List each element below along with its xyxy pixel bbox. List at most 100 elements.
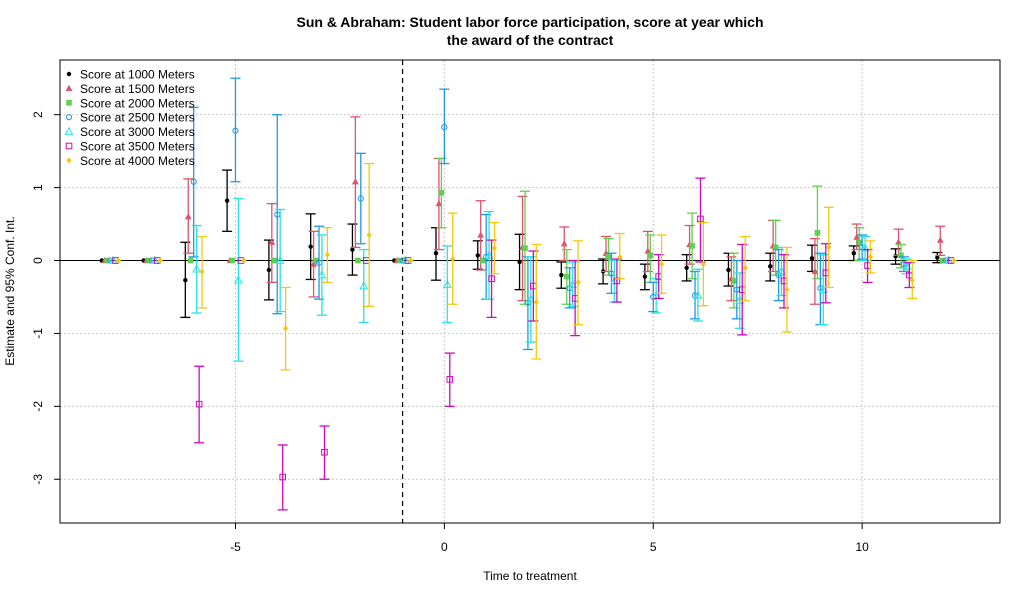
y-tick-label: -1 [31,328,45,339]
data-point [605,254,612,260]
plot-frame [59,59,1001,524]
x-tick-label: -5 [230,540,241,554]
data-point [617,253,623,260]
data-point [517,259,522,265]
data-point [559,272,564,278]
data-point [310,260,317,267]
data-point [241,257,247,264]
x-tick-label: 0 [441,540,448,554]
data-point [951,257,957,264]
series-2 [101,116,946,305]
data-point [642,274,648,279]
data-point [814,230,821,236]
data-point [647,252,654,259]
data-point [435,200,443,207]
y-tick-label: -3 [31,474,45,485]
legend-marker [65,114,73,121]
data-point [522,245,528,251]
data-point [438,189,445,196]
data-point [317,270,327,279]
data-point [157,257,163,264]
data-point [475,253,480,258]
y-axis: -3 -2 -1 0 1 2 [31,111,60,485]
series-3 [104,157,946,309]
data-point [893,253,898,259]
data-point [488,275,495,283]
data-point [684,265,689,271]
data-point [777,266,786,275]
legend-label: Score at 3000 Meters [80,125,195,139]
data-point [324,251,330,258]
data-point [811,267,819,275]
y-tick-label: 2 [31,111,45,118]
series-4 [107,77,949,351]
x-axis-label: Time to treatment [483,569,577,583]
data-point [731,278,737,284]
data-point [697,215,704,223]
legend-marker [65,84,73,91]
data-point [313,257,319,264]
data-point [898,252,904,259]
chart-title-line-2: the award of the contract [447,32,614,48]
data-point [266,267,272,273]
y-tick-label: 0 [31,257,45,264]
data-point [784,286,790,293]
data-point [726,267,731,273]
data-point [480,257,487,264]
data-point [357,195,364,202]
data-point [533,299,539,306]
data-point [308,244,313,249]
legend-marker [65,142,73,150]
reference-lines [60,60,1000,523]
chart-title-line-1: Sun & Abraham: Student labor force parti… [296,14,763,30]
series-1 [99,169,943,319]
data-point [195,400,203,408]
data-point [867,253,874,260]
data-point [659,261,665,268]
y-tick-label: -2 [31,401,45,412]
data-point [229,257,236,264]
data-point [477,231,485,238]
data-point [568,279,578,288]
data-point [895,238,902,245]
legend-marker [66,157,72,164]
data-point [268,238,276,245]
legend-label: Score at 2500 Meters [80,111,195,125]
data-point [853,233,861,240]
legend-label: Score at 1000 Meters [80,68,195,82]
data-point [644,247,652,254]
legend-label: Score at 1500 Meters [80,82,195,96]
data-point [742,264,748,271]
data-point [283,325,289,332]
data-point [233,275,243,284]
series-7 [115,162,957,371]
data-point [491,245,498,252]
data-point [902,261,912,270]
data-point [232,127,239,134]
data-point [224,198,230,203]
data-point [856,239,863,246]
data-point [408,257,414,264]
data-point [192,264,202,273]
legend-marker [64,126,74,135]
data-point [359,281,369,290]
data-point [433,251,439,256]
x-tick-label: 5 [650,540,657,554]
data-point [275,255,285,264]
data-point [484,250,494,259]
data-point [818,284,828,293]
data-point [187,257,194,264]
legend-marker [66,100,72,106]
data-point [115,257,122,264]
data-point [935,255,940,260]
data-point [700,261,706,268]
data-point [575,279,581,286]
data-point [355,257,361,264]
legend-marker [66,71,72,77]
data-point [321,448,328,456]
data-point [279,473,286,481]
data-point [190,178,197,185]
data-point [860,243,870,252]
data-point [689,243,695,249]
